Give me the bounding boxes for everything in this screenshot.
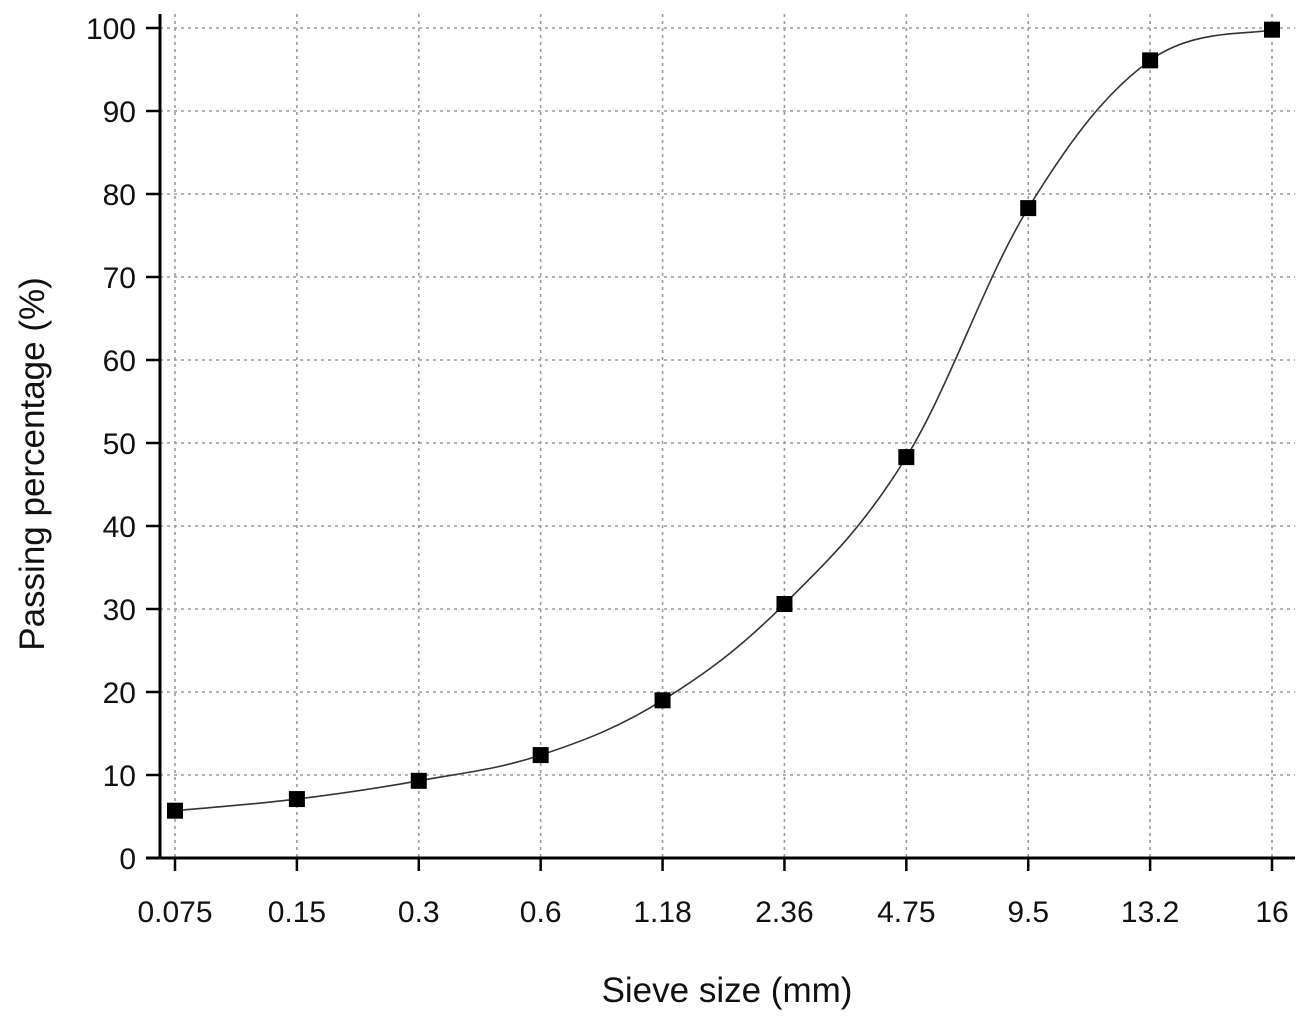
- y-tick-label: 90: [103, 96, 136, 129]
- tick-labels: 0 10 20 30 40 50 60 70 80 90 100 0.075 0.15 0.3 0.6 1.1…: [86, 13, 1289, 929]
- x-tick-label: 0.075: [137, 896, 212, 929]
- y-tick-label: 10: [103, 760, 136, 793]
- data-point-marker: [1020, 200, 1037, 217]
- y-tick-label: 50: [103, 428, 136, 461]
- data-point-marker: [167, 802, 183, 819]
- axes: [146, 14, 1295, 871]
- y-tick-label: 60: [103, 345, 136, 378]
- x-axis-title: Sieve size (mm): [602, 971, 853, 1010]
- data-point-marker: [776, 596, 793, 613]
- x-tick-label: 1.18: [633, 896, 691, 929]
- y-tick-label: 100: [86, 13, 136, 46]
- x-tick-label: 9.5: [1007, 896, 1049, 929]
- data-point-marker: [410, 772, 427, 789]
- x-tick-label: 2.36: [755, 896, 813, 929]
- data-point-marker: [654, 692, 671, 709]
- x-tick-label: 0.6: [520, 896, 562, 929]
- y-tick-label: 40: [103, 511, 136, 544]
- data-point-marker: [532, 747, 549, 764]
- x-tick-label: 4.75: [877, 896, 935, 929]
- x-tick-label: 0.15: [268, 896, 326, 929]
- y-tick-label: 0: [119, 843, 136, 876]
- x-tick-label: 0.3: [398, 896, 440, 929]
- y-tick-label: 80: [103, 179, 136, 212]
- data-point-marker: [898, 449, 915, 466]
- y-tick-label: 20: [103, 677, 136, 710]
- y-tick-label: 30: [103, 594, 136, 627]
- series-line: [174, 28, 1273, 812]
- y-tick-label: 70: [103, 262, 136, 295]
- y-axis-title: Passing percentage (%): [13, 277, 52, 651]
- grid: [160, 14, 1295, 858]
- data-point-marker: [1142, 52, 1159, 69]
- data-series: [167, 21, 1280, 819]
- data-point-marker: [288, 791, 305, 808]
- x-tick-label: 16: [1255, 896, 1288, 929]
- data-point-marker: [1264, 21, 1280, 38]
- x-tick-label: 13.2: [1121, 896, 1179, 929]
